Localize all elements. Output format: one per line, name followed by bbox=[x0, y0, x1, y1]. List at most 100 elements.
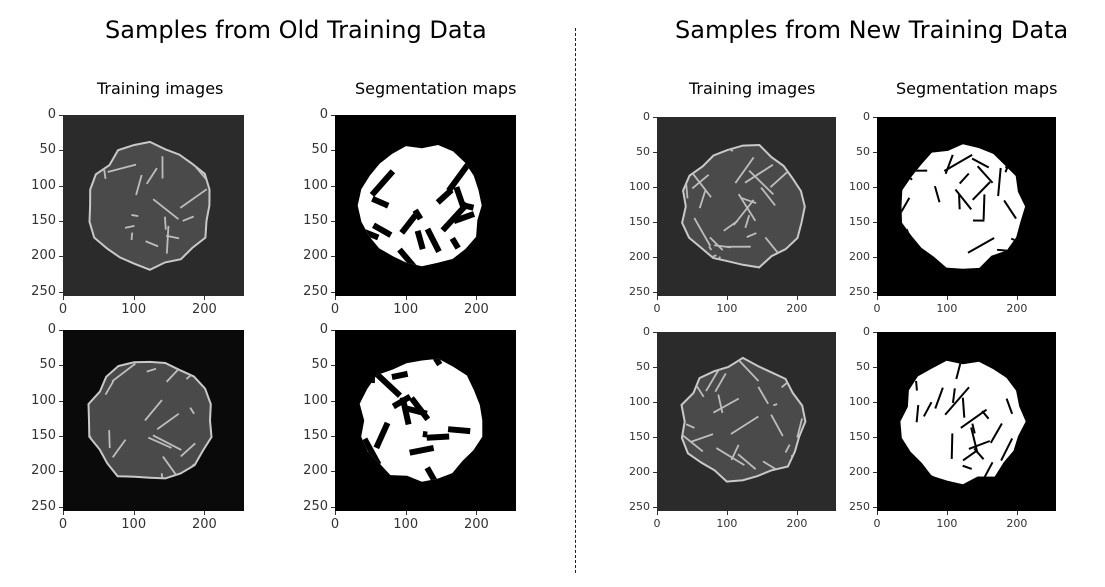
x-tick-mark bbox=[657, 296, 658, 300]
training-image bbox=[63, 330, 244, 511]
x-tick-mark bbox=[946, 511, 948, 515]
y-tick-mark bbox=[653, 256, 657, 258]
y-tick-mark bbox=[59, 221, 63, 223]
y-tick-label: 200 bbox=[849, 464, 870, 478]
y-tick-label: 100 bbox=[629, 179, 650, 193]
segmentation-map bbox=[877, 117, 1056, 296]
y-tick-label: 100 bbox=[31, 392, 56, 408]
x-tick-label: 100 bbox=[936, 302, 958, 315]
y-tick-label: 0 bbox=[319, 322, 328, 337]
y-tick-label: 250 bbox=[303, 498, 328, 514]
y-tick-label: 0 bbox=[863, 110, 870, 123]
x-tick-mark bbox=[133, 511, 135, 515]
x-tick-label: 100 bbox=[393, 302, 419, 317]
x-tick-mark bbox=[476, 511, 478, 515]
x-tick-label: 100 bbox=[716, 517, 738, 530]
y-tick-mark bbox=[59, 400, 63, 402]
y-tick-label: 150 bbox=[303, 428, 328, 444]
y-tick-mark bbox=[59, 150, 63, 152]
y-tick-mark bbox=[59, 291, 63, 293]
x-tick-mark bbox=[726, 511, 728, 515]
x-tick-mark bbox=[335, 511, 336, 515]
y-tick-mark bbox=[331, 436, 335, 438]
y-tick-label: 200 bbox=[629, 249, 650, 263]
training-image bbox=[657, 117, 836, 296]
y-tick-label: 150 bbox=[629, 214, 650, 228]
y-tick-label: 0 bbox=[319, 107, 328, 122]
x-tick-label: 100 bbox=[936, 517, 958, 530]
y-tick-mark bbox=[59, 471, 63, 473]
x-tick-mark bbox=[877, 511, 878, 515]
x-tick-label: 0 bbox=[330, 302, 340, 317]
y-tick-label: 0 bbox=[643, 325, 650, 338]
y-tick-label: 0 bbox=[47, 107, 56, 122]
y-tick-mark bbox=[331, 185, 335, 187]
x-tick-label: 0 bbox=[330, 517, 340, 532]
x-tick-mark bbox=[63, 511, 64, 515]
title-old: Samples from Old Training Data bbox=[105, 16, 487, 44]
y-tick-mark bbox=[653, 291, 657, 293]
y-tick-mark bbox=[873, 291, 877, 293]
y-tick-mark bbox=[59, 506, 63, 508]
y-tick-mark bbox=[873, 401, 877, 403]
x-tick-label: 200 bbox=[786, 517, 808, 530]
y-tick-mark bbox=[331, 365, 335, 367]
y-tick-label: 250 bbox=[303, 283, 328, 299]
y-tick-mark bbox=[331, 221, 335, 223]
x-tick-mark bbox=[796, 296, 798, 300]
y-tick-label: 200 bbox=[303, 463, 328, 479]
y-tick-mark bbox=[873, 117, 877, 118]
y-tick-mark bbox=[873, 506, 877, 508]
y-tick-label: 150 bbox=[849, 214, 870, 228]
x-tick-mark bbox=[204, 511, 206, 515]
y-tick-label: 50 bbox=[856, 359, 870, 373]
x-tick-label: 100 bbox=[121, 302, 147, 317]
y-tick-label: 50 bbox=[636, 359, 650, 373]
y-tick-label: 150 bbox=[303, 213, 328, 229]
y-tick-label: 250 bbox=[849, 499, 870, 513]
training-image bbox=[63, 115, 244, 296]
x-tick-mark bbox=[405, 296, 407, 300]
y-tick-mark bbox=[653, 436, 657, 438]
x-tick-mark bbox=[946, 296, 948, 300]
y-tick-mark bbox=[873, 436, 877, 438]
y-tick-label: 50 bbox=[636, 144, 650, 158]
y-tick-label: 200 bbox=[31, 248, 56, 264]
x-tick-label: 0 bbox=[58, 517, 68, 532]
segmentation-map bbox=[877, 332, 1056, 511]
y-tick-mark bbox=[59, 115, 63, 116]
x-tick-mark bbox=[405, 511, 407, 515]
x-tick-label: 200 bbox=[786, 302, 808, 315]
x-tick-label: 200 bbox=[1006, 517, 1028, 530]
y-tick-mark bbox=[331, 506, 335, 508]
segmentation-map bbox=[335, 115, 516, 296]
x-tick-label: 100 bbox=[121, 517, 147, 532]
coltitle-old-images: Training images bbox=[97, 79, 224, 98]
y-tick-mark bbox=[331, 115, 335, 116]
y-tick-label: 250 bbox=[31, 498, 56, 514]
y-tick-mark bbox=[59, 330, 63, 331]
coltitle-new-seg: Segmentation maps bbox=[896, 79, 1058, 98]
y-tick-mark bbox=[873, 151, 877, 153]
x-tick-mark bbox=[335, 296, 336, 300]
y-tick-label: 0 bbox=[863, 325, 870, 338]
x-tick-label: 0 bbox=[653, 517, 661, 530]
y-tick-mark bbox=[331, 330, 335, 331]
x-tick-label: 200 bbox=[191, 302, 217, 317]
y-tick-mark bbox=[59, 185, 63, 187]
y-tick-label: 150 bbox=[849, 429, 870, 443]
y-tick-label: 250 bbox=[31, 283, 56, 299]
coltitle-old-seg: Segmentation maps bbox=[355, 79, 517, 98]
y-tick-mark bbox=[873, 332, 877, 333]
x-tick-label: 0 bbox=[873, 302, 881, 315]
y-tick-label: 250 bbox=[849, 284, 870, 298]
y-tick-mark bbox=[653, 221, 657, 223]
y-tick-label: 200 bbox=[629, 464, 650, 478]
y-tick-mark bbox=[59, 256, 63, 258]
y-tick-label: 100 bbox=[849, 179, 870, 193]
x-tick-mark bbox=[1016, 511, 1018, 515]
y-tick-label: 50 bbox=[39, 357, 56, 373]
y-tick-label: 100 bbox=[303, 392, 328, 408]
y-tick-mark bbox=[653, 151, 657, 153]
y-tick-label: 100 bbox=[31, 177, 56, 193]
